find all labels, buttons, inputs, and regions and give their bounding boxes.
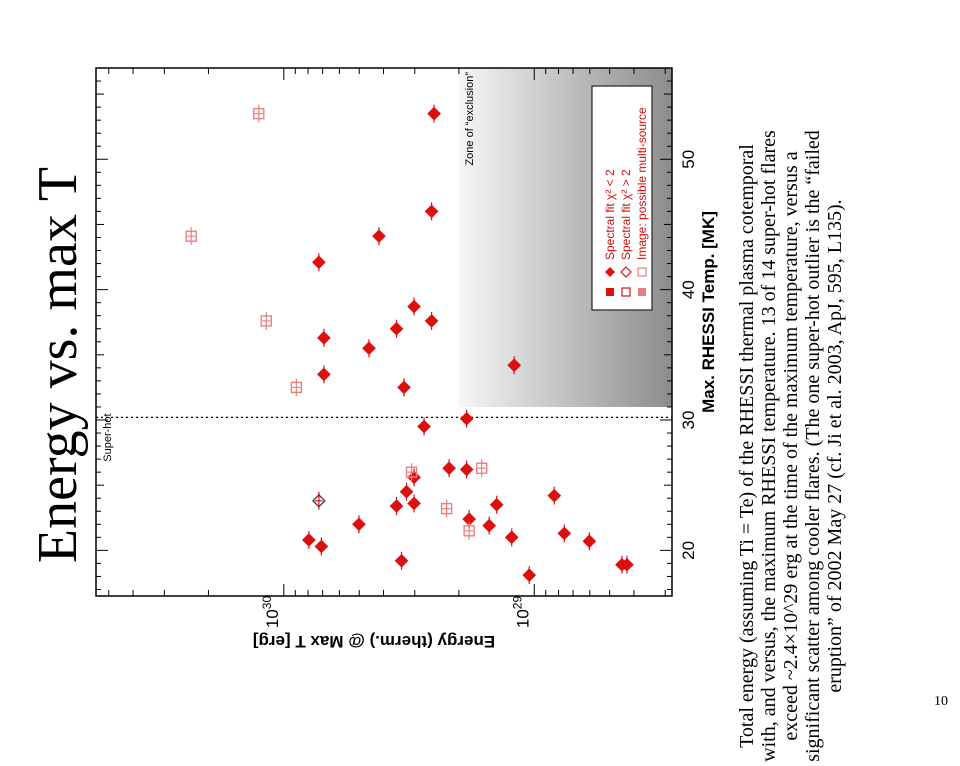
data-point-square [290,381,303,394]
data-point-diamond [459,411,474,426]
slide-caption: Total energy (assuming Ti = Te) of the R… [736,126,912,766]
legend-marker [638,288,646,296]
data-point-square [253,107,265,120]
data-point-diamond [317,331,331,345]
data-point-square [475,462,488,474]
data-point-diamond [394,553,409,568]
data-point-diamond [302,533,316,547]
legend-marker [605,267,615,277]
legend-marker [606,288,614,296]
data-point-diamond [397,380,411,395]
data-point-diamond [424,314,439,328]
data-point-diamond [582,534,597,549]
data-point-diamond [314,539,329,554]
super-hot-label: Super-hot [102,413,114,461]
data-point-diamond [459,462,474,477]
page-number: 10 [934,694,948,709]
legend: Spectral fit χ² < 2 Spectral fit χ² > 2 Im… [591,85,653,311]
data-point-diamond [389,499,404,513]
legend-entry: Spectral fit χ² > 2 [619,169,633,260]
legend-entry: Image: possible multi-source [635,107,649,260]
legend-marker [621,287,631,297]
data-point-square [185,230,197,242]
exclusion-zone-label: Zone of “exclusion” [464,72,476,166]
x-tick-label: 40 [679,280,698,299]
y-tick-label: 1030 [260,596,282,629]
data-point-diamond [504,530,519,545]
y-axis-title: Energy (therm.) @ Max T [erg] [253,632,495,651]
y-tick-label: 1029 [510,596,532,629]
legend-entry: Spectral fit χ² < 2 [603,169,617,260]
data-point-square [405,466,418,478]
x-tick-label: 30 [679,411,698,430]
data-point-square [440,502,453,515]
plot-frame [95,67,673,597]
data-point-diamond [362,341,376,356]
data-point-diamond [389,321,404,336]
data-point-diamond [557,526,572,541]
data-point-diamond [417,419,431,434]
data-point-diamond [317,367,331,382]
data-point-diamond [407,496,421,511]
data-point-open-diamond [312,493,326,508]
legend-marker [637,267,647,277]
x-tick-label: 50 [679,150,698,169]
scatter-chart: 20 30 40 50 1029 1030 Super-hot Zone of “excl… [95,67,718,651]
data-point-diamond [615,557,629,572]
data-point-square [463,525,475,537]
data-point-diamond [372,229,386,244]
legend-marker [620,266,632,278]
data-point-diamond [427,106,441,121]
data-point-diamond [482,518,497,533]
caption-text: Total energy (assuming Ti = Te) of the R… [736,130,846,762]
data-point-diamond [522,568,537,582]
data-point-diamond [399,484,414,499]
data-point-diamond [547,488,562,503]
data-point-diamond [489,497,504,512]
x-axis-title: Max. RHESSI Temp. [MK] [699,211,718,413]
x-tick-label: 20 [679,541,698,560]
data-point-square [260,315,272,327]
data-point-diamond [507,358,522,373]
data-point-diamond [352,517,366,532]
data-point-diamond [442,461,456,476]
data-point-diamond [312,255,326,270]
data-point-diamond [407,299,421,314]
data-point-diamond [424,204,439,219]
